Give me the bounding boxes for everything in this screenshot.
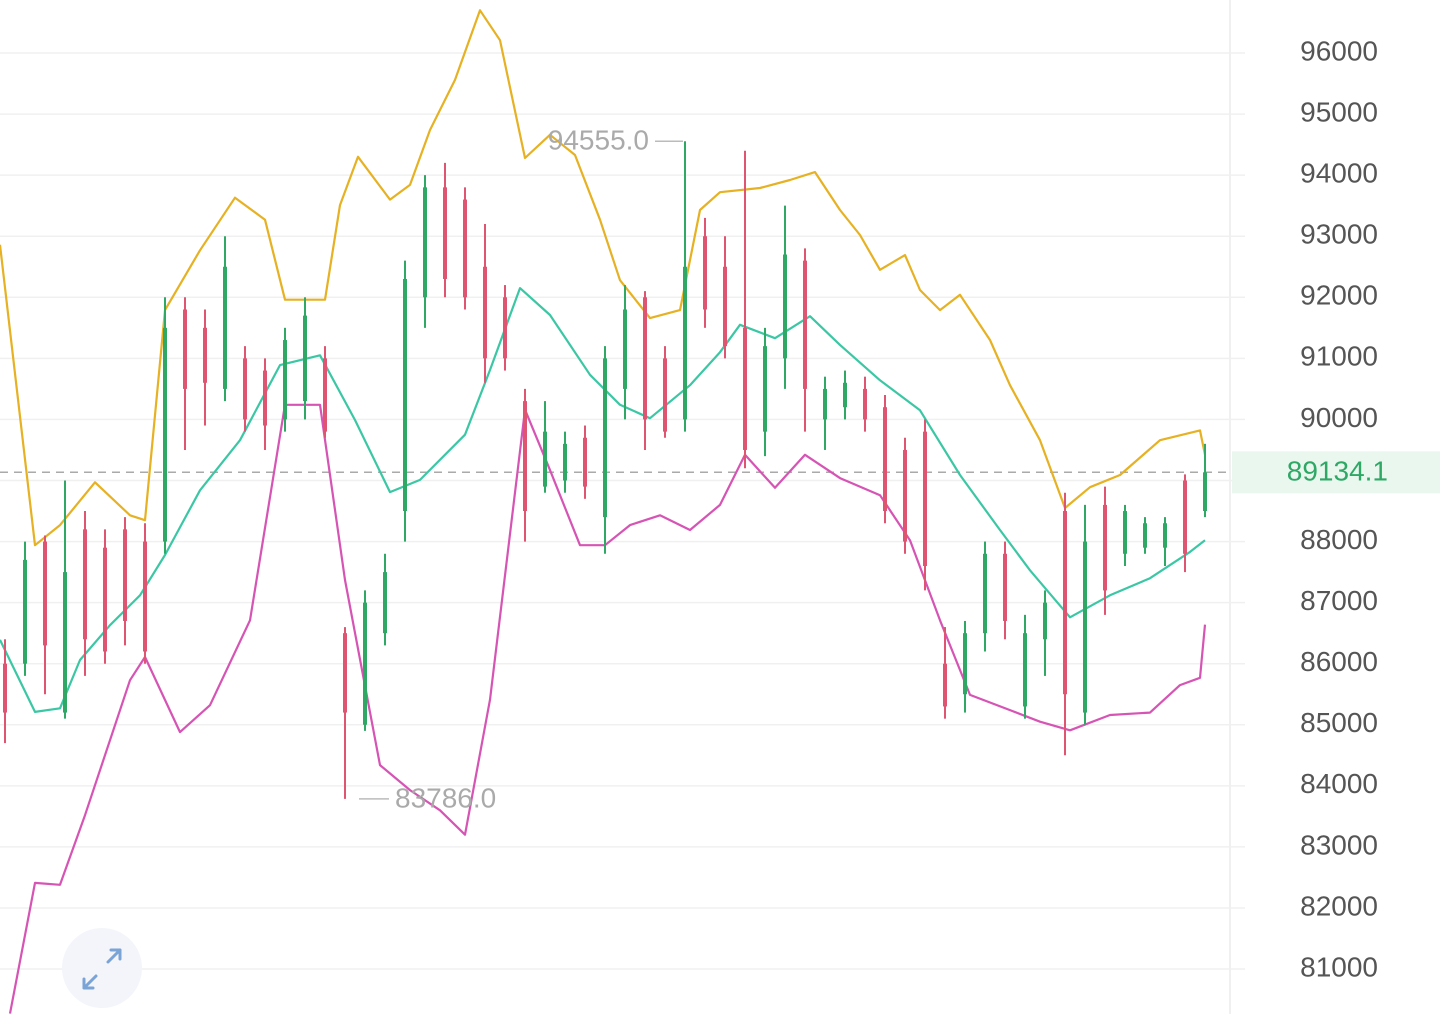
candle-body	[383, 572, 387, 634]
candle-body	[783, 254, 787, 359]
last-price-box	[1232, 451, 1440, 494]
candle-body	[1003, 553, 1007, 621]
candle-body	[703, 236, 707, 310]
y-tick-label: 94000	[1300, 158, 1378, 189]
candle-body	[343, 633, 347, 713]
candle-body	[663, 358, 667, 432]
candle-body	[263, 370, 267, 426]
candle-body	[103, 547, 107, 652]
candle-body	[843, 382, 847, 408]
y-tick-label: 95000	[1300, 96, 1378, 127]
candle-body	[923, 431, 927, 566]
candle-body	[283, 340, 287, 420]
candle-body	[1183, 480, 1187, 554]
band-line	[0, 9, 1207, 547]
candle-body	[543, 431, 547, 487]
candle-body	[143, 541, 147, 652]
candle-body	[523, 401, 527, 512]
candle-body	[423, 187, 427, 298]
y-tick-label: 83000	[1300, 829, 1378, 860]
candle-body	[863, 388, 867, 420]
band-line	[0, 287, 1206, 713]
candle-body	[603, 358, 607, 518]
candle-body	[803, 260, 807, 389]
candle-body	[463, 199, 467, 298]
candle-body	[23, 559, 27, 664]
expand-button[interactable]	[62, 928, 142, 1008]
y-tick-label: 91000	[1300, 341, 1378, 372]
candle-body	[243, 358, 247, 420]
candle-body	[1143, 523, 1147, 548]
candle-body	[163, 327, 167, 542]
candle-body	[823, 388, 827, 420]
candle-body	[503, 297, 507, 359]
y-tick-label: 84000	[1300, 768, 1378, 799]
candle-body	[943, 663, 947, 707]
candle-body	[1023, 633, 1027, 707]
candle-body	[1083, 541, 1087, 713]
candle-body	[983, 553, 987, 634]
expand-icon[interactable]	[82, 948, 122, 990]
candle-body	[443, 187, 447, 279]
candle-body	[43, 541, 47, 646]
y-tick-label: 82000	[1300, 890, 1378, 921]
candle-body	[83, 529, 87, 640]
candle-body	[363, 602, 367, 725]
y-tick-label: 93000	[1300, 219, 1378, 250]
candle-body	[963, 633, 967, 695]
candle-body	[1203, 472, 1207, 512]
candle-body	[123, 529, 127, 621]
candle-body	[203, 327, 207, 383]
candle-body	[683, 266, 687, 420]
candle-body	[583, 437, 587, 487]
y-tick-label: 86000	[1300, 646, 1378, 677]
candle-body	[1043, 602, 1047, 640]
candle-body	[743, 327, 747, 450]
candle-body	[3, 663, 7, 713]
candle-body	[63, 572, 67, 713]
candle-body	[623, 309, 627, 389]
candle-body	[643, 297, 647, 420]
y-tick-label: 85000	[1300, 707, 1378, 738]
candle-body	[483, 266, 487, 359]
candle-body	[183, 309, 187, 389]
candle-body	[563, 443, 567, 481]
candle-body	[223, 266, 227, 389]
candle-body	[883, 407, 887, 512]
candle-body	[1103, 504, 1107, 591]
candle-body	[903, 449, 907, 542]
expand-button-bg[interactable]	[62, 928, 142, 1008]
candle-body	[1123, 511, 1127, 554]
y-tick-label: 87000	[1300, 585, 1378, 616]
last-price-label: 89134.1	[1287, 456, 1388, 487]
high-marker-label: 94555.0	[548, 125, 649, 156]
low-marker-label: 83786.0	[395, 782, 496, 813]
y-tick-label: 92000	[1300, 280, 1378, 311]
y-tick-label: 88000	[1300, 524, 1378, 555]
candle-body	[763, 346, 767, 432]
y-tick-label: 81000	[1300, 951, 1378, 982]
candle-body	[1063, 511, 1067, 695]
candle-body	[403, 278, 407, 512]
y-tick-label: 90000	[1300, 402, 1378, 433]
candle-body	[1163, 523, 1167, 548]
y-tick-label: 96000	[1300, 35, 1378, 66]
candle-body	[323, 358, 327, 432]
candle-body	[303, 315, 307, 402]
candle-body	[723, 266, 727, 347]
